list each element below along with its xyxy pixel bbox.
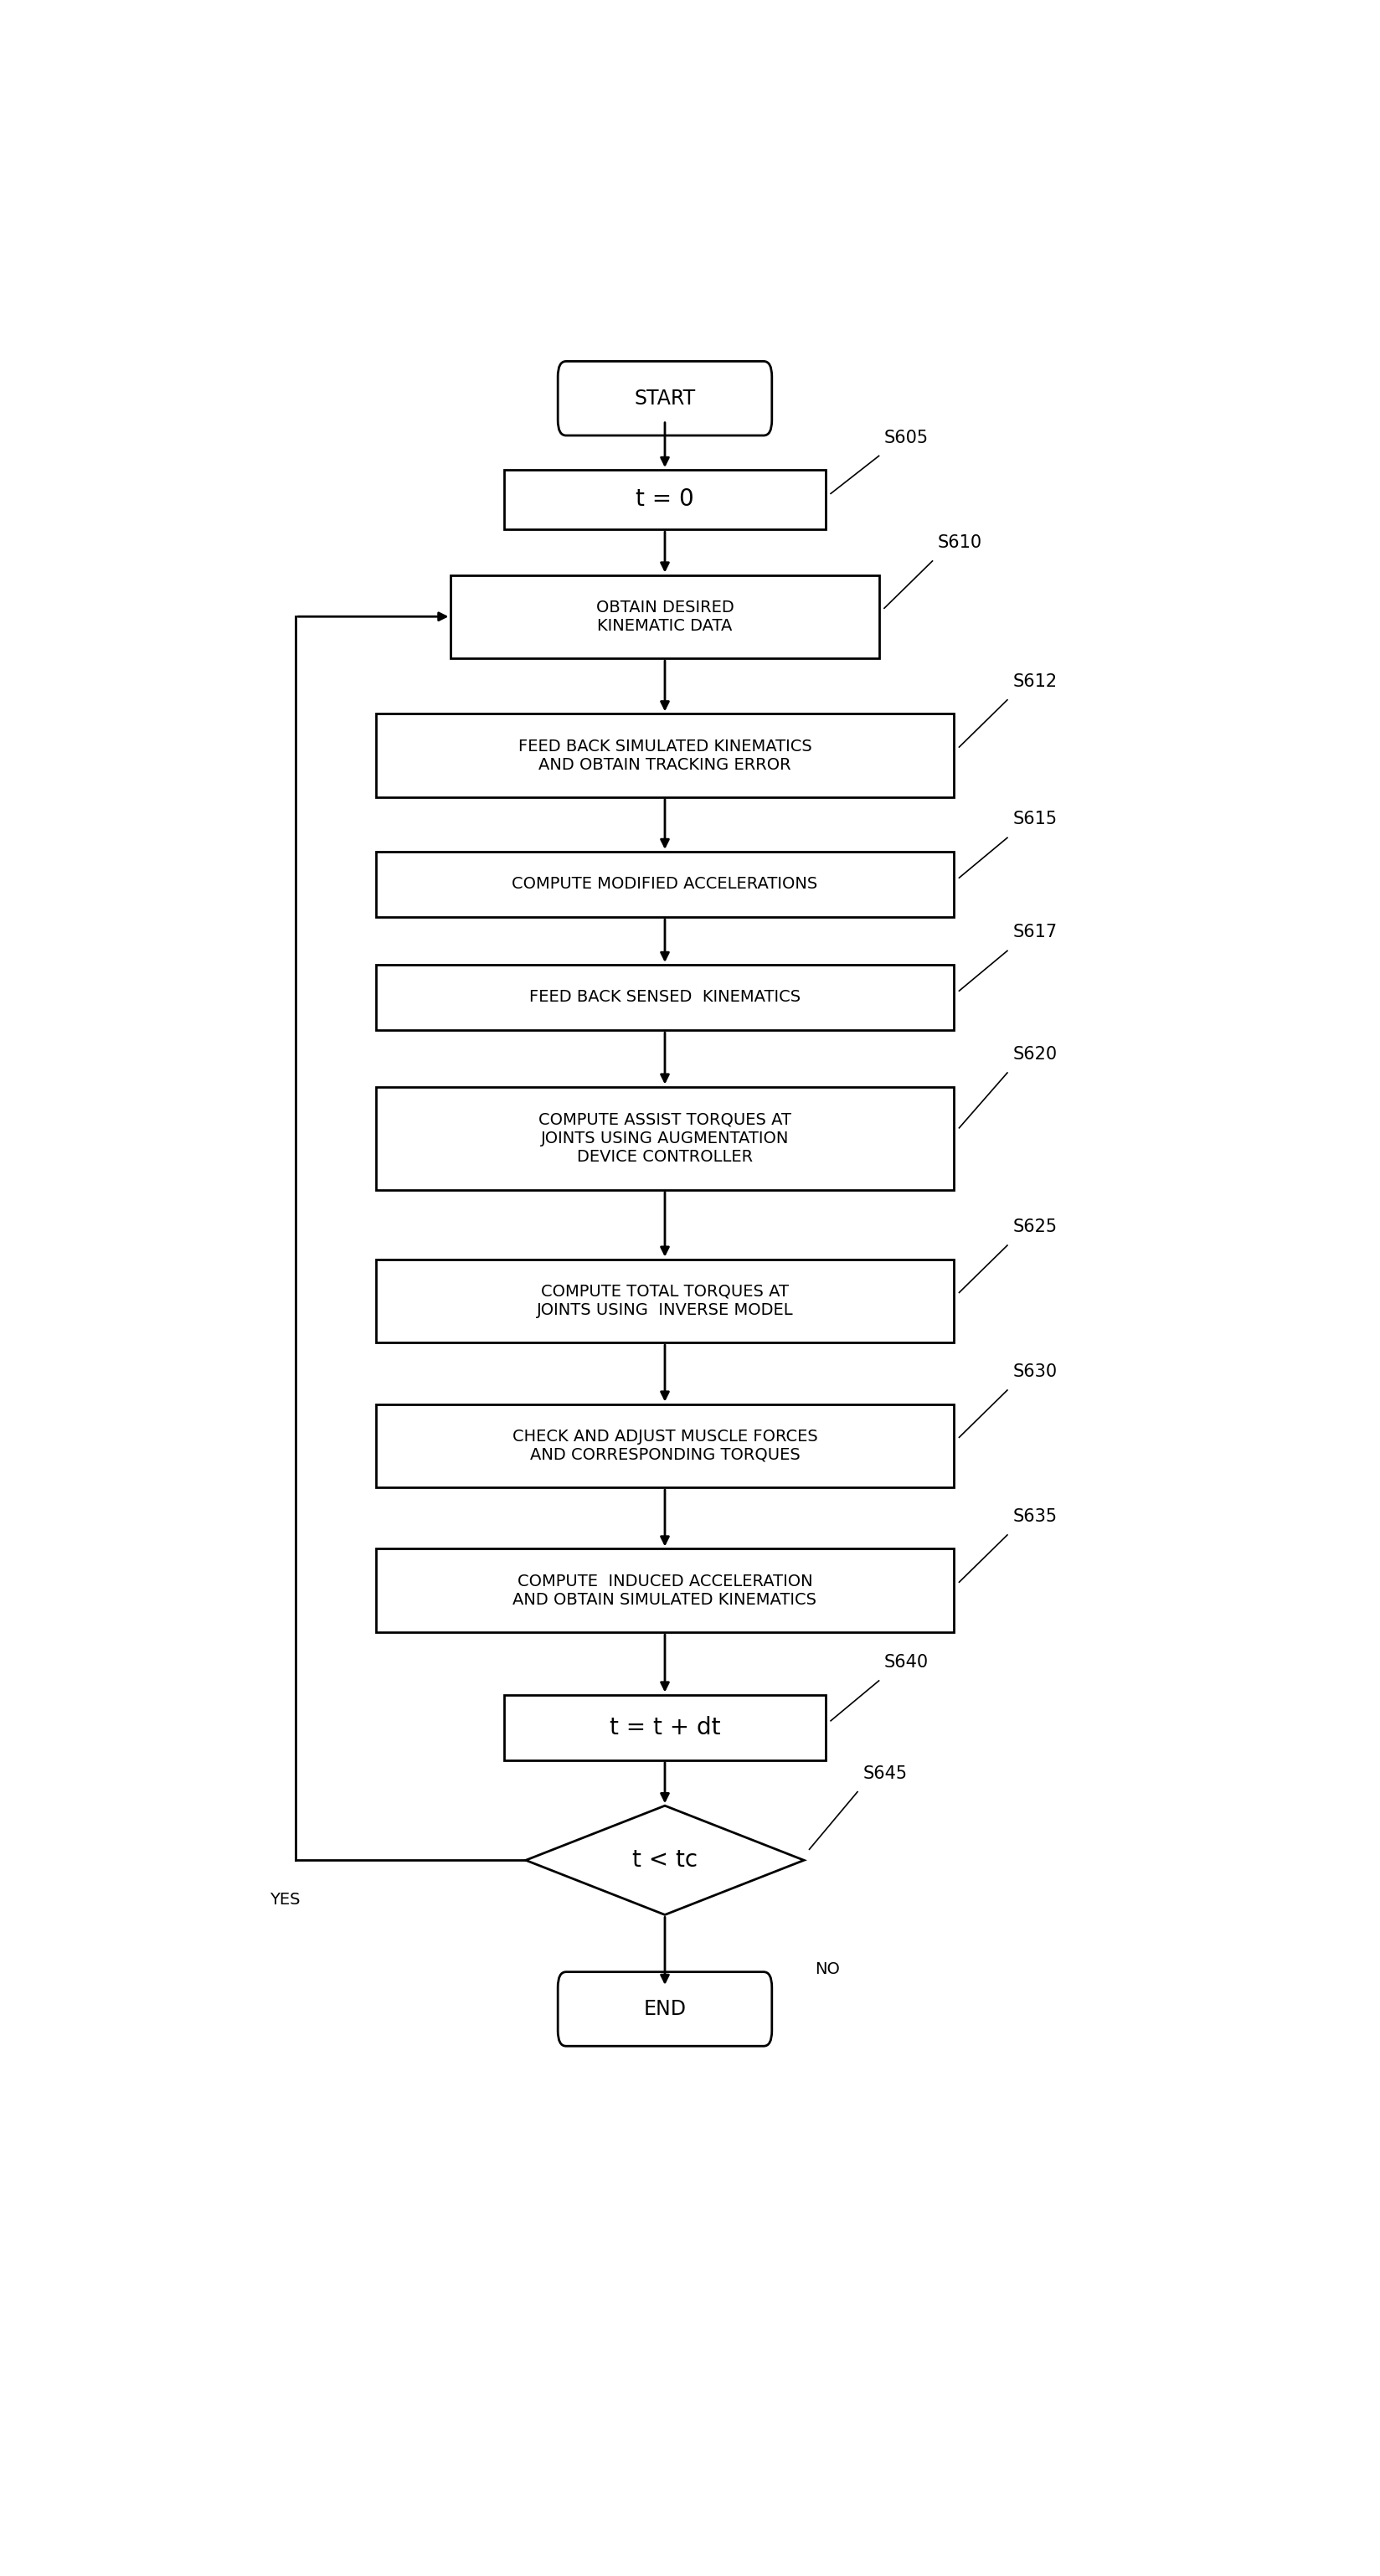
- FancyBboxPatch shape: [375, 1548, 954, 1633]
- FancyBboxPatch shape: [375, 963, 954, 1030]
- Text: COMPUTE TOTAL TORQUES AT
JOINTS USING  INVERSE MODEL: COMPUTE TOTAL TORQUES AT JOINTS USING IN…: [537, 1283, 792, 1319]
- Text: COMPUTE  INDUCED ACCELERATION
AND OBTAIN SIMULATED KINEMATICS: COMPUTE INDUCED ACCELERATION AND OBTAIN …: [512, 1574, 817, 1607]
- FancyBboxPatch shape: [375, 1087, 954, 1190]
- Text: S630: S630: [1012, 1363, 1057, 1381]
- Text: t < tc: t < tc: [632, 1850, 697, 1873]
- FancyBboxPatch shape: [558, 361, 771, 435]
- Text: COMPUTE ASSIST TORQUES AT
JOINTS USING AUGMENTATION
DEVICE CONTROLLER: COMPUTE ASSIST TORQUES AT JOINTS USING A…: [538, 1113, 791, 1164]
- Text: S625: S625: [1012, 1218, 1057, 1236]
- Text: t = t + dt: t = t + dt: [609, 1716, 720, 1739]
- Text: S605: S605: [883, 430, 929, 446]
- Text: OBTAIN DESIRED
KINEMATIC DATA: OBTAIN DESIRED KINEMATIC DATA: [596, 600, 733, 634]
- Text: S615: S615: [1012, 811, 1057, 827]
- Text: S610: S610: [937, 533, 981, 551]
- FancyBboxPatch shape: [451, 574, 879, 659]
- Text: FEED BACK SIMULATED KINEMATICS
AND OBTAIN TRACKING ERROR: FEED BACK SIMULATED KINEMATICS AND OBTAI…: [518, 739, 811, 773]
- Text: S612: S612: [1012, 672, 1057, 690]
- Text: S640: S640: [883, 1654, 929, 1672]
- Text: S620: S620: [1012, 1046, 1057, 1064]
- Text: NO: NO: [814, 1960, 839, 1978]
- Text: S617: S617: [1012, 925, 1057, 940]
- FancyBboxPatch shape: [375, 714, 954, 796]
- Text: START: START: [633, 389, 696, 410]
- Text: CHECK AND ADJUST MUSCLE FORCES
AND CORRESPONDING TORQUES: CHECK AND ADJUST MUSCLE FORCES AND CORRE…: [512, 1430, 817, 1463]
- FancyBboxPatch shape: [375, 1404, 954, 1486]
- Text: t = 0: t = 0: [635, 487, 694, 510]
- Text: S645: S645: [862, 1765, 907, 1783]
- FancyBboxPatch shape: [504, 1695, 825, 1759]
- Text: END: END: [643, 1999, 686, 2020]
- FancyBboxPatch shape: [375, 1260, 954, 1342]
- Polygon shape: [526, 1806, 803, 1914]
- FancyBboxPatch shape: [375, 853, 954, 917]
- Text: YES: YES: [269, 1891, 299, 1909]
- FancyBboxPatch shape: [504, 469, 825, 528]
- Text: COMPUTE MODIFIED ACCELERATIONS: COMPUTE MODIFIED ACCELERATIONS: [512, 876, 817, 891]
- Text: FEED BACK SENSED  KINEMATICS: FEED BACK SENSED KINEMATICS: [529, 989, 800, 1005]
- FancyBboxPatch shape: [558, 1971, 771, 2045]
- Text: S635: S635: [1012, 1510, 1057, 1525]
